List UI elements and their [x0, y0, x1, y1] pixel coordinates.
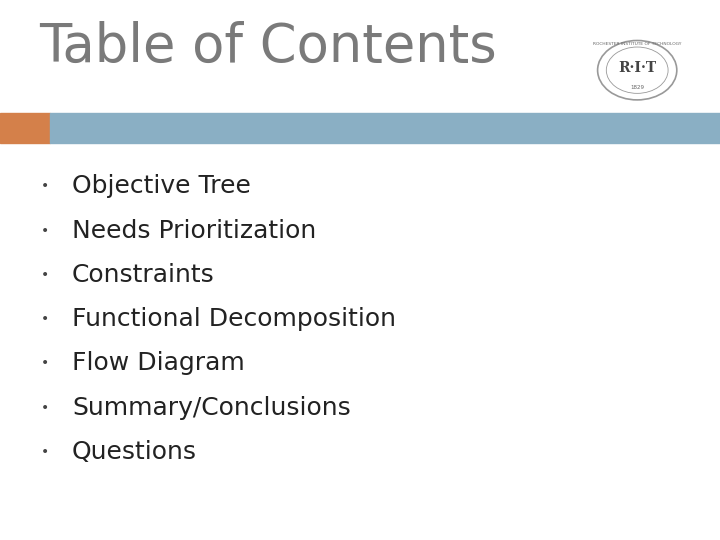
Text: •: •	[40, 224, 49, 238]
Text: Questions: Questions	[72, 440, 197, 464]
Text: •: •	[40, 179, 49, 193]
Bar	[50, 113, 720, 143]
Text: •: •	[40, 356, 49, 370]
Text: ROCHESTER INSTITUTE OF TECHNOLOGY: ROCHESTER INSTITUTE OF TECHNOLOGY	[593, 42, 681, 46]
Text: Needs Prioritization: Needs Prioritization	[72, 219, 316, 242]
Text: •: •	[40, 268, 49, 282]
Text: •: •	[40, 401, 49, 415]
Bar	[0, 113, 50, 143]
Text: •: •	[40, 312, 49, 326]
Text: Summary/Conclusions: Summary/Conclusions	[72, 396, 351, 420]
Text: •: •	[40, 445, 49, 459]
Text: 1829: 1829	[630, 85, 644, 90]
Text: Functional Decomposition: Functional Decomposition	[72, 307, 396, 331]
Text: Objective Tree: Objective Tree	[72, 174, 251, 198]
Text: Constraints: Constraints	[72, 263, 215, 287]
Text: Table of Contents: Table of Contents	[40, 21, 498, 73]
Text: Flow Diagram: Flow Diagram	[72, 352, 245, 375]
Text: R·I·T: R·I·T	[618, 60, 656, 75]
